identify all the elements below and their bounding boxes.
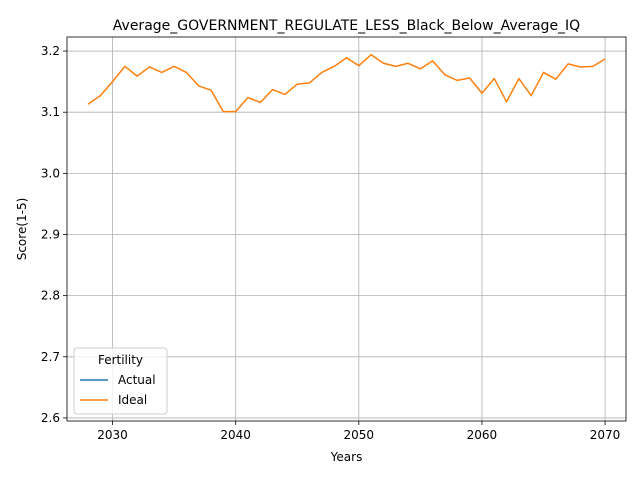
legend-label-ideal: Ideal [118,393,147,407]
x-axis-label: Years [330,450,363,464]
x-tick-label: 2030 [97,428,128,442]
series-line-ideal [87,53,606,113]
legend-box [73,347,168,415]
x-tick-label: 2040 [220,428,251,442]
plot-area-frame [66,36,627,422]
y-tick-label: 2.6 [41,411,60,425]
legend-label-actual: Actual [118,373,156,387]
x-tick-label: 2060 [467,428,498,442]
y-tick-label: 3.1 [41,105,60,119]
y-tick-label: 3.0 [41,166,60,180]
x-tick-label: 2050 [344,428,375,442]
y-tick-label: 2.8 [41,289,60,303]
x-tick-label: 2070 [590,428,621,442]
y-tick-label: 2.9 [41,228,60,242]
y-axis-label: Score(1-5) [15,198,29,261]
y-tick-label: 2.7 [41,350,60,364]
chart-title: Average_GOVERNMENT_REGULATE_LESS_Black_B… [113,18,580,34]
y-tick-label: 3.2 [41,44,60,58]
legend-entries: Actual Ideal [80,373,156,407]
legend-title: Fertility [98,353,143,367]
legend: Fertility Actual Ideal [73,347,168,415]
series-lines [87,53,606,113]
axis-ticks: 2030 2040 2050 2060 2070 2.6 2.7 2.8 2.9 3.0 3.1 3.… [41,44,620,442]
